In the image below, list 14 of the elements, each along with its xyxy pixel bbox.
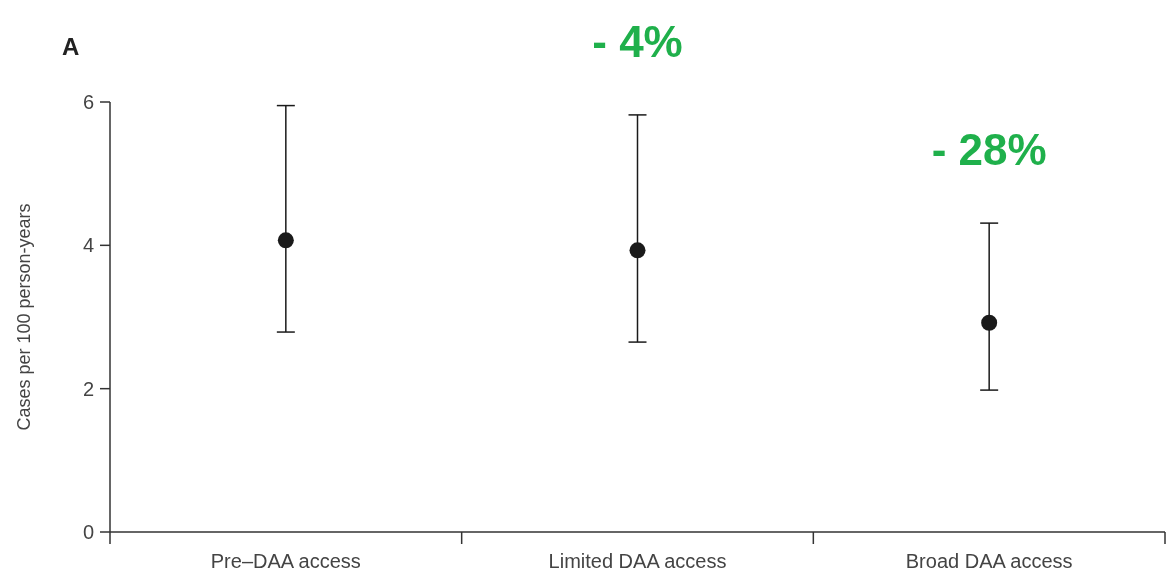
y-tick-label: 2 <box>82 377 94 400</box>
y-tick-label: 6 <box>82 91 94 113</box>
text: - 4% <box>592 16 683 66</box>
annotation: - 28% <box>931 125 1047 175</box>
y-axis-title: Cases per 100 person-years <box>14 203 34 431</box>
x-tick-label: Pre–DAA access <box>210 550 361 572</box>
y-tick-label: 0 <box>82 521 94 543</box>
x-tick-label: Limited DAA access <box>548 550 727 572</box>
point <box>277 232 294 249</box>
chart-title: A <box>62 33 80 60</box>
point <box>629 242 646 259</box>
point <box>981 314 998 331</box>
y-tick-label: 4 <box>82 234 94 257</box>
x-tick-label: Broad DAA access <box>905 550 1073 572</box>
